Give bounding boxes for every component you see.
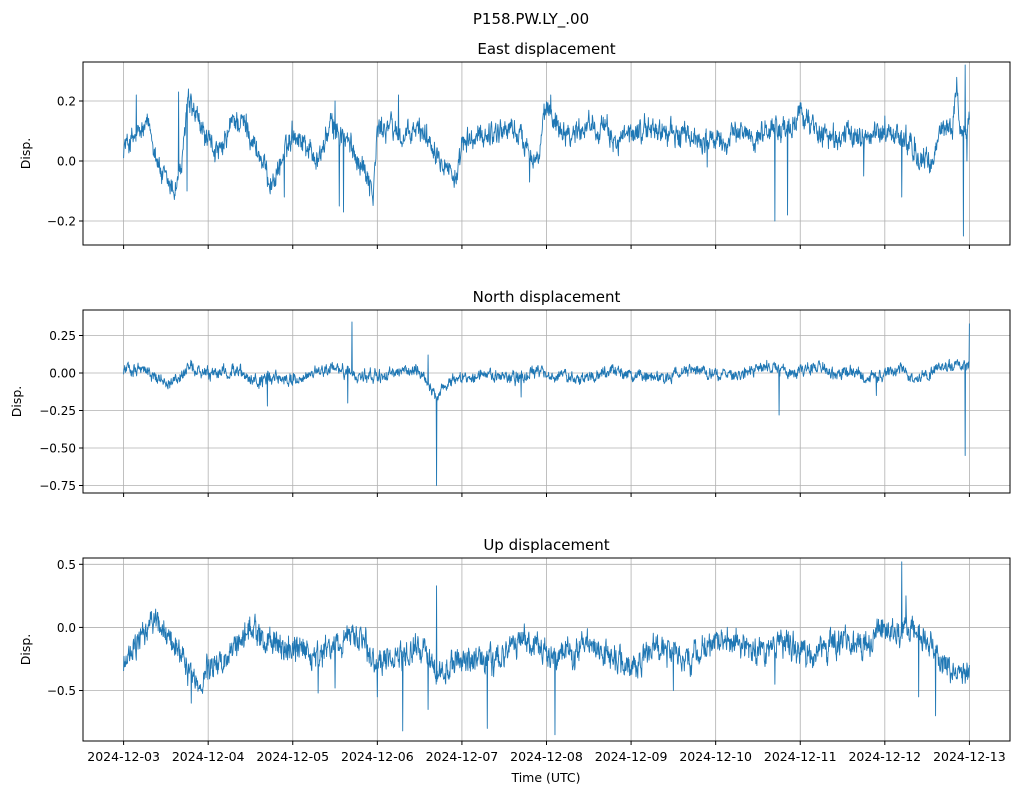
x-tick-label: 2024-12-12 xyxy=(848,749,921,764)
y-tick-label: −0.25 xyxy=(39,404,76,418)
series-line-north xyxy=(123,321,970,486)
series-line-east xyxy=(123,64,970,237)
x-tick-label: 2024-12-11 xyxy=(764,749,837,764)
y-tick-label: 0.0 xyxy=(57,621,76,635)
panel-north: −0.75 −0.50 −0.25 0.00 0.25 North displacemen… xyxy=(9,288,1011,497)
panel-title: East displacement xyxy=(477,40,615,58)
panel-east: −0.2 0.0 0.2 East displacement Disp. xyxy=(18,40,1011,249)
x-tick-label: 2024-12-13 xyxy=(933,749,1006,764)
y-tick-label: 0.5 xyxy=(57,558,76,572)
x-tick-label: 2024-12-08 xyxy=(510,749,583,764)
x-tick-label: 2024-12-09 xyxy=(595,749,668,764)
x-axis-label: Time (UTC) xyxy=(510,770,580,785)
x-tick-label: 2024-12-05 xyxy=(256,749,329,764)
y-axis-label: Disp. xyxy=(18,634,33,666)
y-tick-label: 0.00 xyxy=(49,367,76,381)
y-tick-label: 0.25 xyxy=(49,329,76,343)
figure-suptitle: P158.PW.LY_.00 xyxy=(473,10,589,29)
y-tick-label: −0.2 xyxy=(47,215,76,229)
series-line-up xyxy=(123,561,970,736)
panel-up: −0.5 0.0 0.5 2024-12-03 2024-12-04 2024-12-05… xyxy=(18,536,1011,764)
y-tick-label: 0.2 xyxy=(57,95,76,109)
x-tick-label: 2024-12-10 xyxy=(679,749,752,764)
y-tick-label: −0.50 xyxy=(39,442,76,456)
y-tick-label: −0.75 xyxy=(39,479,76,493)
x-tick-label: 2024-12-07 xyxy=(426,749,499,764)
x-tick-label: 2024-12-06 xyxy=(341,749,414,764)
panel-title: North displacement xyxy=(473,288,621,306)
panel-title: Up displacement xyxy=(483,536,609,554)
x-tick-label: 2024-12-03 xyxy=(87,749,160,764)
y-axis-label: Disp. xyxy=(9,386,24,418)
x-tick-label: 2024-12-04 xyxy=(172,749,245,764)
y-tick-label: 0.0 xyxy=(57,155,76,169)
y-axis-label: Disp. xyxy=(18,138,33,170)
y-tick-label: −0.5 xyxy=(47,684,76,698)
